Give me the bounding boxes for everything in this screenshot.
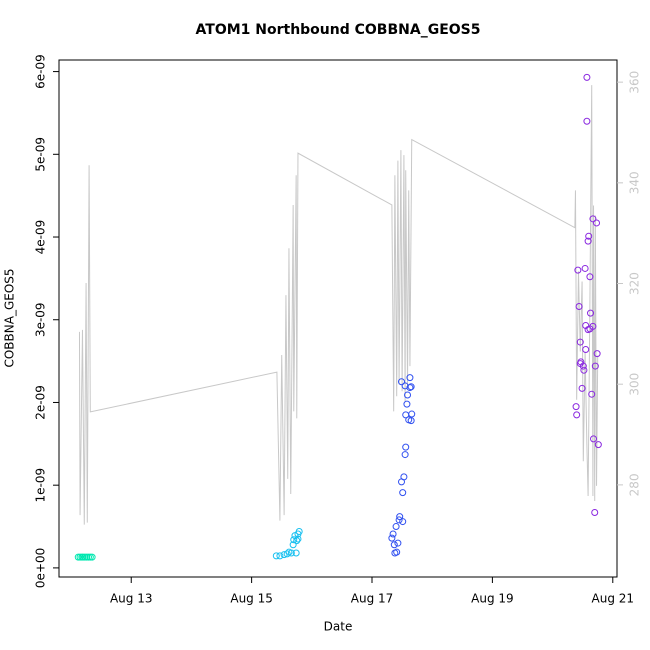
point	[587, 309, 595, 317]
y-tick-label: 6e-09	[34, 54, 48, 89]
point	[593, 350, 601, 358]
point	[582, 346, 590, 354]
x-tick-label: Aug 19	[471, 592, 514, 606]
y-tick-label: 3e-09	[34, 302, 48, 337]
point	[580, 366, 588, 374]
point	[591, 508, 599, 516]
point	[292, 549, 300, 557]
point	[407, 417, 415, 425]
plot-frame	[58, 59, 618, 578]
point	[588, 390, 596, 398]
point	[402, 443, 410, 451]
point	[81, 553, 89, 561]
point	[393, 548, 401, 556]
y2-tick-label: 320	[628, 272, 642, 295]
point	[574, 266, 582, 274]
x-tick-label: Aug 15	[230, 592, 273, 606]
point	[583, 117, 591, 125]
point	[593, 219, 601, 227]
point	[392, 523, 400, 531]
y-axis-label: COBBNA_GEOS5	[3, 268, 17, 367]
point	[407, 383, 415, 391]
y-tick-label: 2e-09	[34, 385, 48, 420]
point	[594, 441, 602, 449]
point	[585, 232, 593, 240]
point	[388, 534, 396, 542]
point	[283, 550, 291, 558]
point	[394, 539, 402, 547]
point	[88, 553, 96, 561]
point	[578, 384, 586, 392]
point	[287, 549, 295, 557]
point	[395, 516, 403, 524]
point	[79, 553, 87, 561]
y-tick-label: 4e-09	[34, 220, 48, 255]
point	[408, 410, 416, 418]
point	[589, 322, 597, 330]
point	[590, 435, 598, 443]
point	[575, 303, 583, 311]
point	[406, 384, 414, 392]
point	[584, 326, 592, 334]
y-tick-label: 1e-09	[34, 468, 48, 503]
point	[583, 73, 591, 81]
point	[76, 553, 84, 561]
point	[289, 541, 297, 549]
point	[86, 553, 94, 561]
point	[573, 411, 581, 419]
point	[389, 530, 397, 538]
point	[572, 403, 580, 411]
chart-title: ATOM1 Northbound COBBNA_GEOS5	[196, 22, 481, 38]
point	[581, 264, 589, 272]
point	[584, 237, 592, 245]
point	[272, 552, 280, 560]
point	[396, 513, 404, 521]
y2-tick-label: 360	[628, 71, 642, 94]
x-axis-label: Date	[324, 620, 353, 634]
y-tick-label: 0e+00	[34, 548, 48, 588]
point	[290, 536, 298, 544]
point	[293, 537, 301, 545]
y-tick-label: 5e-09	[34, 137, 48, 172]
y2-tick-label: 280	[628, 473, 642, 496]
point	[399, 518, 407, 526]
point	[406, 374, 414, 382]
point	[404, 391, 412, 399]
y2-tick-label: 340	[628, 171, 642, 194]
point	[294, 535, 302, 543]
point	[586, 273, 594, 281]
point	[401, 451, 409, 459]
x-tick-label: Aug 21	[592, 592, 635, 606]
y2-tick-label: 300	[628, 373, 642, 396]
point	[589, 215, 597, 223]
point	[576, 338, 584, 346]
point	[390, 541, 398, 549]
point	[83, 553, 91, 561]
point	[400, 473, 408, 481]
line	[78, 85, 599, 525]
x-tick-label: Aug 17	[351, 592, 394, 606]
point	[591, 362, 599, 370]
point	[74, 553, 82, 561]
point	[276, 552, 284, 560]
point	[403, 400, 411, 408]
point	[579, 362, 587, 370]
point	[84, 553, 92, 561]
point	[398, 378, 406, 386]
x-tick-label: Aug 13	[110, 592, 153, 606]
point	[399, 489, 407, 497]
point	[295, 528, 303, 536]
